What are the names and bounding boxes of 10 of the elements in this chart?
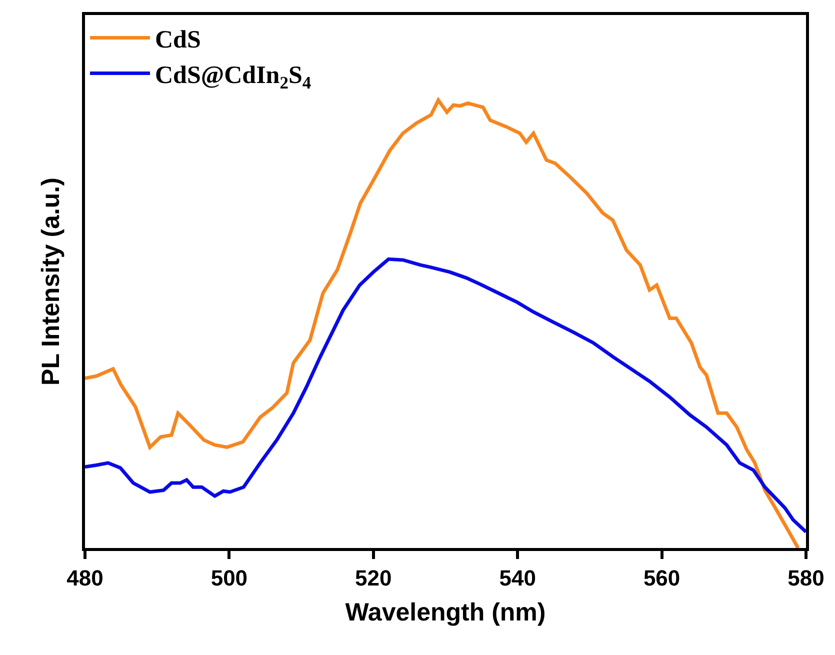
x-tick-label: 480 (66, 565, 104, 590)
x-axis-title: Wavelength (nm) (345, 598, 546, 626)
x-tick-label: 560 (643, 565, 680, 590)
x-tick-label: 520 (355, 565, 392, 590)
x-tick-label: 500 (210, 565, 248, 590)
legend-label: CdS (155, 26, 201, 54)
y-axis-title: PL Intensity (a.u.) (36, 178, 65, 386)
x-tick-label: 580 (788, 565, 824, 590)
x-tick-label: 540 (499, 565, 536, 590)
legend-label: CdS@CdIn$_{2}$S$_{4}$ (155, 62, 312, 92)
